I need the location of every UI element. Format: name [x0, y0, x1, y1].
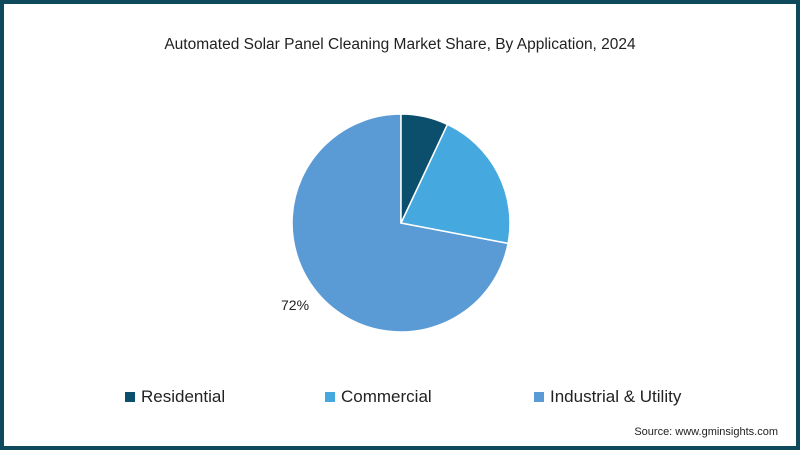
source-note: Source: www.gminsights.com: [634, 426, 778, 438]
legend-item-industrial: Industrial & Utility: [534, 387, 681, 407]
legend-label: Residential: [141, 387, 226, 406]
legend-swatch-industrial: [534, 392, 544, 402]
legend-swatch-residential: [125, 392, 135, 402]
slice-residential: [400, 113, 449, 224]
legend: Residential Commercial Industrial & Util…: [0, 387, 800, 411]
legend-label: Commercial: [341, 387, 432, 406]
legend-swatch-commercial: [325, 392, 335, 402]
chart-title: Automated Solar Panel Cleaning Market Sh…: [164, 36, 636, 53]
data-label-industrial: 72%: [281, 297, 310, 313]
slice-industrial-utility: [291, 113, 509, 333]
slice-commercial: [399, 123, 511, 245]
legend-item-residential: Residential: [125, 387, 225, 407]
legend-label: Industrial & Utility: [550, 387, 682, 406]
legend-item-commercial: Commercial: [325, 387, 432, 407]
